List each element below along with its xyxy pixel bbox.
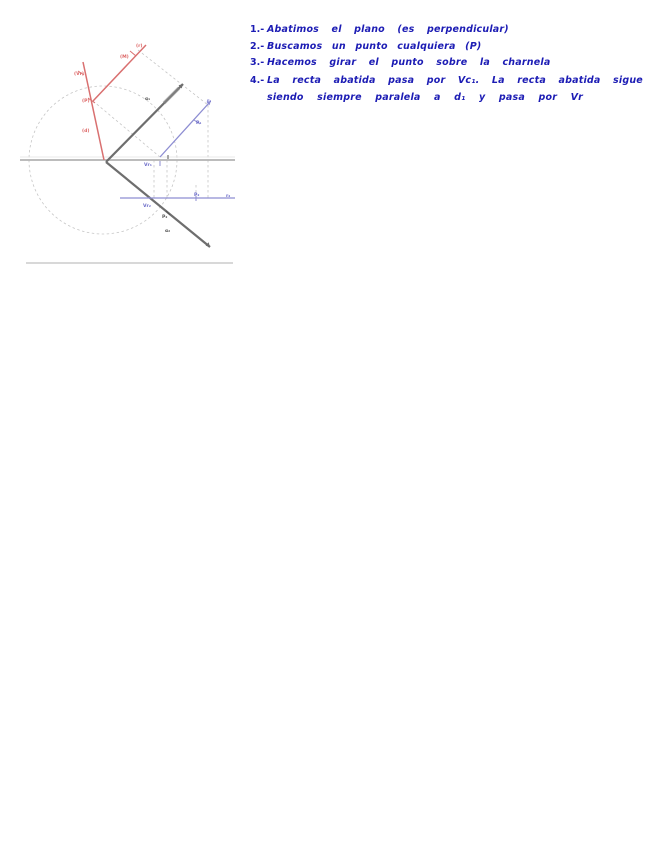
note-number: 4.- xyxy=(250,75,265,86)
red-tick-marks xyxy=(77,50,137,104)
label-p1: P₁ xyxy=(196,120,201,126)
plane-trace-alpha2 xyxy=(105,161,211,248)
alpha2-arrowhead xyxy=(205,242,210,247)
note-line-4: 4.- La recta abatida pasa por Vc₁. La re… xyxy=(250,75,643,87)
label-abatted-d: (d) xyxy=(82,128,90,134)
note-text: Hacemos girar el punto sobre la charnela xyxy=(267,57,551,68)
note-text: siendo siempre paralela a d₁ y pasa por … xyxy=(267,91,584,103)
note-line-2: 2.- Buscamos un punto cualquiera (P) xyxy=(250,41,642,53)
note-number: 1.- xyxy=(250,24,265,35)
construction-lines xyxy=(92,49,209,198)
note-line-3: 3.- Hacemos girar el punto sobre la char… xyxy=(250,57,642,69)
label-r1: r₁ xyxy=(207,98,211,104)
note-line-4-continuation: siendo siempre paralela a d₁ y pasa por … xyxy=(250,92,642,104)
note-text: Abatimos el plano (es perpendicular) xyxy=(267,24,509,35)
label-trace-alpha1: α₁ xyxy=(145,97,150,102)
label-vr1: Vr₁ xyxy=(144,162,152,168)
projection-r2 xyxy=(120,196,235,201)
point-ticks xyxy=(165,155,171,216)
label-abatted-r: (r) xyxy=(136,43,142,49)
note-text: La recta abatida pasa por Vc₁. La recta … xyxy=(267,75,643,86)
label-r2: r₂ xyxy=(226,193,230,199)
label-p2-on-trace: P₂ xyxy=(162,214,167,220)
note-number: 2.- xyxy=(250,40,265,52)
abatted-line-r xyxy=(92,44,147,102)
note-line-1: 1.- Abatimos el plano (es perpendicular) xyxy=(250,24,642,36)
geometry-diagram: (Vr) (P) (d) (M) (r) α₁ α₂ P₂ Vr₁ P₁ r₁ … xyxy=(20,43,235,264)
label-trace-alpha2: α₂ xyxy=(165,229,170,234)
alpha1-arrowhead xyxy=(178,84,183,89)
label-p2: P₂ xyxy=(194,192,199,198)
label-abatted-vr: (Vr) xyxy=(74,71,84,77)
handwritten-notes: 1.- Abatimos el plano (es perpendicular)… xyxy=(250,24,643,108)
label-vr2: Vr₂ xyxy=(143,203,151,209)
plane-trace-alpha1 xyxy=(105,83,184,163)
r1-arrowhead xyxy=(206,101,211,106)
label-abatted-p: (P) xyxy=(82,98,90,104)
abatted-line-d xyxy=(82,61,105,161)
note-text: Buscamos un punto cualquiera (P) xyxy=(267,40,482,52)
label-abatted-m: (M) xyxy=(120,54,129,60)
note-number: 3.- xyxy=(250,57,265,68)
projection-r1 xyxy=(159,101,211,166)
